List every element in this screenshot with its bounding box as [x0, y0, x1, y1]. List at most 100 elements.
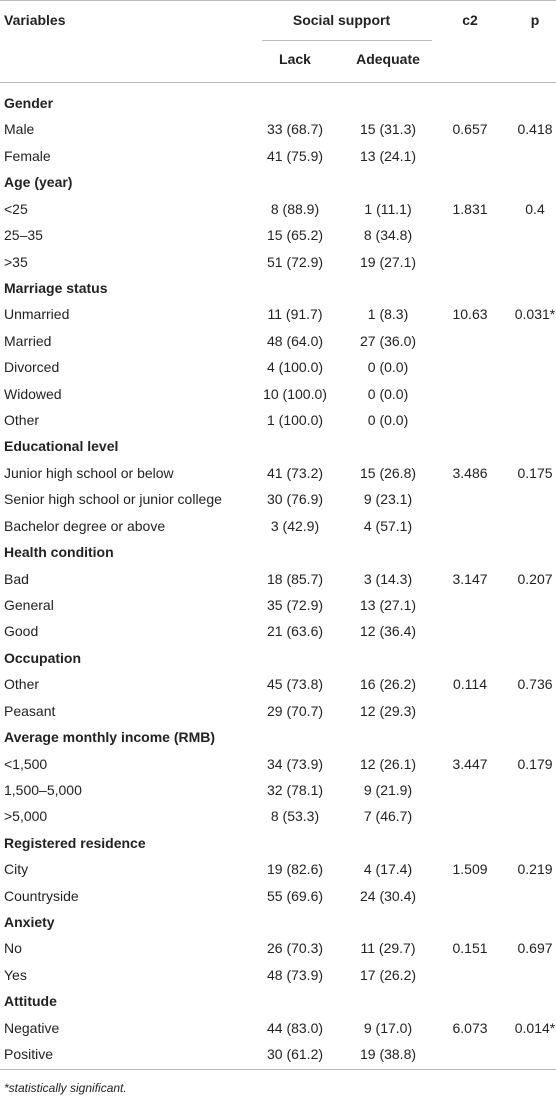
cell-lack: 1 (100.0) [266, 412, 324, 429]
cell-lack: 55 (69.6) [266, 887, 324, 904]
cell-lack: 30 (76.9) [266, 491, 324, 508]
cell-adequate: 19 (27.1) [359, 253, 417, 270]
column-header: c2 [462, 12, 478, 28]
cell-adequate: 0 (0.0) [367, 385, 409, 402]
column-header: Lack [279, 51, 311, 67]
cell-lack: 29 (70.7) [266, 702, 324, 719]
cell-c2: 6.073 [452, 1019, 488, 1036]
cell-lack: 4 (100.0) [266, 359, 324, 376]
cell-p: 0.219 [517, 861, 553, 878]
cell-lack: 21 (63.6) [266, 623, 324, 640]
cell-adequate: 4 (57.1) [363, 517, 413, 534]
footnote: *statistically significant. [4, 1081, 127, 1095]
row-label: >5,000 [4, 808, 48, 825]
cell-c2: 0.114 [453, 676, 487, 693]
cell-lack: 10 (100.0) [263, 385, 327, 402]
section-title: Occupation [4, 649, 82, 666]
cell-adequate: 24 (30.4) [359, 887, 417, 904]
cell-adequate: 13 (24.1) [359, 147, 417, 164]
cell-c2: 1.509 [452, 861, 488, 878]
cell-lack: 15 (65.2) [266, 227, 324, 244]
row-label: Senior high school or junior college [4, 491, 222, 508]
cell-lack: 8 (88.9) [270, 200, 320, 217]
cell-lack: 26 (70.3) [266, 940, 324, 957]
cell-p: 0.179 [517, 755, 553, 772]
section-title: Educational level [4, 438, 119, 455]
cell-lack: 11 (91.7) [267, 306, 323, 323]
cell-c2: 1.831 [452, 200, 488, 217]
cell-adequate: 3 (14.3) [363, 570, 413, 587]
row-label: Female [4, 147, 51, 164]
row-label: Divorced [4, 359, 60, 376]
column-header: Variables [4, 12, 66, 28]
cell-c2: 0.151 [452, 940, 488, 957]
row-label: Widowed [4, 385, 62, 402]
cell-adequate: 12 (36.4) [359, 623, 417, 640]
row-label: Good [4, 623, 39, 640]
cell-lack: 41 (73.2) [266, 464, 324, 481]
cell-lack: 34 (73.9) [266, 755, 324, 772]
rule [0, 0, 556, 1]
row-label: <1,500 [4, 755, 48, 772]
cell-c2: 3.147 [452, 570, 488, 587]
cell-adequate: 8 (34.8) [363, 227, 413, 244]
cell-c2: 3.486 [452, 464, 488, 481]
section-title: Age (year) [4, 174, 73, 191]
cell-c2: 10.63 [452, 306, 488, 323]
row-label: No [4, 940, 22, 957]
cell-adequate: 15 (26.8) [359, 464, 417, 481]
section-title: Registered residence [4, 834, 146, 851]
cell-adequate: 9 (23.1) [363, 491, 413, 508]
row-label: Yes [4, 966, 27, 983]
row-label: 25–35 [4, 227, 43, 244]
row-label: Male [4, 121, 35, 138]
cell-lack: 48 (73.9) [266, 966, 324, 983]
row-label: Peasant [4, 702, 56, 719]
cell-p: 0.175 [517, 464, 553, 481]
rule [262, 40, 432, 41]
row-label: Positive [4, 1046, 54, 1063]
cell-lack: 30 (61.2) [266, 1046, 324, 1063]
section-title: Average monthly income (RMB) [4, 729, 216, 746]
row-label: Bad [4, 570, 29, 587]
rule [0, 1069, 556, 1070]
cell-lack: 41 (75.9) [266, 147, 324, 164]
cell-adequate: 0 (0.0) [367, 359, 409, 376]
rule [0, 82, 556, 83]
cell-adequate: 9 (17.0) [363, 1019, 413, 1036]
cell-p: 0.031* [514, 306, 556, 323]
column-header: Adequate [356, 51, 420, 67]
cell-c2: 3.447 [452, 755, 488, 772]
row-label: Unmarried [4, 306, 70, 323]
cell-adequate: 1 (8.3) [367, 306, 409, 323]
cell-adequate: 7 (46.7) [363, 808, 413, 825]
row-label: Bachelor degree or above [4, 517, 166, 534]
cell-adequate: 27 (36.0) [359, 332, 417, 349]
row-label: 1,500–5,000 [4, 781, 82, 798]
cell-lack: 33 (68.7) [266, 121, 324, 138]
row-label: Married [4, 332, 52, 349]
cell-adequate: 12 (26.1) [359, 755, 417, 772]
cell-lack: 3 (42.9) [270, 517, 320, 534]
section-title: Gender [4, 95, 54, 111]
cell-adequate: 12 (29.3) [359, 702, 417, 719]
section-title: Health condition [4, 544, 114, 561]
column-group-header: Social support [292, 12, 391, 28]
cell-adequate: 17 (26.2) [359, 966, 417, 983]
cell-adequate: 9 (21.9) [363, 781, 413, 798]
row-label: Other [4, 676, 40, 693]
section-title: Anxiety [4, 914, 55, 931]
row-label: Other [4, 412, 40, 429]
cell-adequate: 13 (27.1) [359, 596, 417, 613]
cell-p: 0.697 [517, 940, 553, 957]
cell-lack: 51 (72.9) [266, 253, 324, 270]
cell-lack: 8 (53.3) [270, 808, 320, 825]
cell-lack: 32 (78.1) [266, 781, 324, 798]
cell-p: 0.207 [517, 570, 553, 587]
cell-lack: 48 (64.0) [266, 332, 324, 349]
row-label: City [4, 861, 29, 878]
row-label: General [4, 596, 54, 613]
cell-p: 0.014* [514, 1019, 556, 1036]
cell-adequate: 11 (29.7) [360, 940, 416, 957]
cell-adequate: 4 (17.4) [363, 861, 413, 878]
